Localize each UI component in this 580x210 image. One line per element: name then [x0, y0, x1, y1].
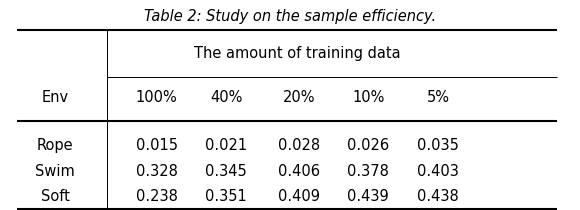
Text: 100%: 100% [136, 90, 177, 105]
Text: 0.035: 0.035 [417, 138, 459, 154]
Text: The amount of training data: The amount of training data [194, 46, 401, 61]
Text: 5%: 5% [426, 90, 450, 105]
Text: 0.328: 0.328 [136, 164, 177, 179]
Text: 0.015: 0.015 [136, 138, 177, 154]
Text: 0.378: 0.378 [347, 164, 389, 179]
Text: 0.028: 0.028 [278, 138, 320, 154]
Text: Env: Env [42, 90, 68, 105]
Text: 0.351: 0.351 [205, 189, 247, 204]
Text: 0.026: 0.026 [347, 138, 389, 154]
Text: Table 2: Study on the sample efficiency.: Table 2: Study on the sample efficiency. [144, 9, 436, 24]
Text: 0.439: 0.439 [347, 189, 389, 204]
Text: 10%: 10% [352, 90, 385, 105]
Text: 40%: 40% [210, 90, 242, 105]
Text: 0.406: 0.406 [278, 164, 320, 179]
Text: Swim: Swim [35, 164, 75, 179]
Text: 20%: 20% [282, 90, 315, 105]
Text: 0.021: 0.021 [205, 138, 247, 154]
Text: 0.438: 0.438 [417, 189, 459, 204]
Text: Soft: Soft [41, 189, 70, 204]
Text: 0.345: 0.345 [205, 164, 247, 179]
Text: Rope: Rope [37, 138, 74, 154]
Text: 0.403: 0.403 [417, 164, 459, 179]
Text: 0.238: 0.238 [136, 189, 177, 204]
Text: 0.409: 0.409 [278, 189, 320, 204]
